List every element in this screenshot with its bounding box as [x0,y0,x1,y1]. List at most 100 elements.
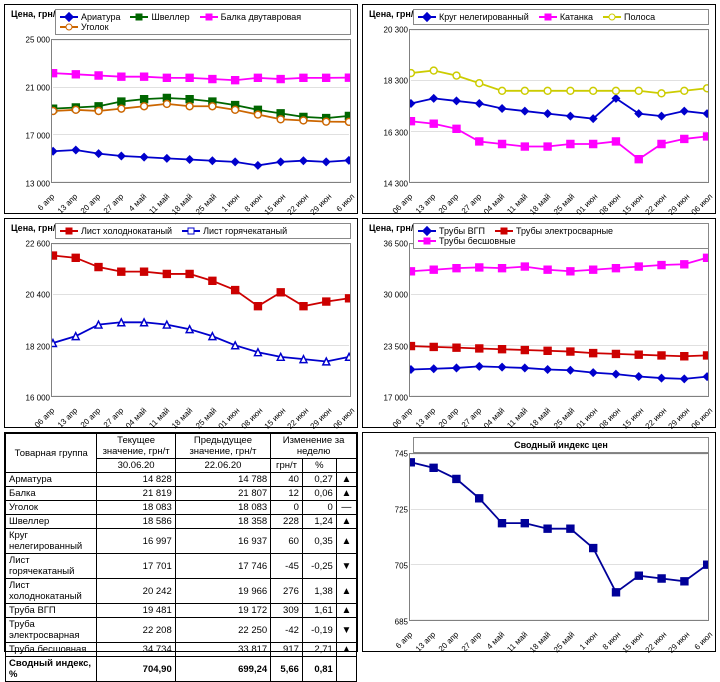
x-tick-label: 11 май [506,192,530,216]
legend-item: Трубы ВГП [418,226,485,236]
x-tick-label: 01 июн [216,406,241,431]
legend-item: Лист горячекатаный [182,226,287,236]
legend-item: Полоса [603,12,655,22]
x-tick-label: 06 апр [391,192,415,216]
y-tick-label: 25 000 [26,36,50,45]
x-tick-label: 22 июн [285,406,310,431]
x-tick-label: 01 июн [574,406,599,431]
x-tick-label: 25 май [551,630,575,654]
x-tick-label: 18 май [170,192,194,216]
x-tick-label: 06 июл [332,406,357,431]
y-tick-label: 17 000 [26,132,50,141]
x-tick-label: 8 июн [600,630,622,652]
x-tick-label: 04 май [482,406,506,430]
legend-item: Ариатура [60,12,120,22]
x-tick-label: 11 май [148,406,172,430]
x-tick-label: 08 июн [597,406,622,431]
y-tick-label: 20 300 [384,26,408,35]
y-tick-label: 17 000 [384,394,408,403]
x-tick-label: 11 май [506,406,530,430]
x-tick-label: 15 июн [620,192,645,217]
x-tick-label: 25 май [551,406,575,430]
plot-area: 14 30016 30018 30020 30006 апр13 апр20 а… [409,29,709,183]
x-tick-label: 13 апр [56,192,80,216]
y-tick-label: 23 500 [384,342,408,351]
chart-panel: Сводный индекс цен6857057257456 апр13 ап… [362,432,716,652]
x-tick-label: 8 июн [242,192,264,214]
x-tick-label: 06 апр [391,406,415,430]
y-tick-label: 685 [395,618,408,627]
legend: Круг нелегированный Катанка Полоса [413,9,709,25]
x-tick-label: 01 июн [574,192,599,217]
x-tick-label: 20 апр [79,192,103,216]
x-tick-label: 1 июн [577,630,599,652]
plot-area: 16 00018 20020 40022 60006 апр13 апр20 а… [51,243,351,397]
x-tick-label: 04 май [482,192,506,216]
x-tick-label: 15 июн [262,192,287,217]
x-tick-label: 15 июн [620,630,645,655]
x-tick-label: 6 апр [394,630,414,650]
plot-area: 17 00023 50030 00036 50006 апр13 апр20 а… [409,243,709,397]
x-tick-label: 15 июн [620,406,645,431]
x-tick-label: 25 май [193,192,217,216]
legend: Сводный индекс цен [413,437,709,453]
y-tick-label: 725 [395,506,408,515]
legend-item: Трубы бесшовные [418,236,516,246]
x-tick-label: 4 май [485,630,506,651]
x-tick-label: 11 май [506,630,530,654]
x-tick-label: 06 апр [33,406,57,430]
x-tick-label: 22 июн [643,630,668,655]
x-tick-label: 29 июн [667,192,692,217]
y-tick-label: 36 500 [384,240,408,249]
x-tick-label: 27 апр [460,630,484,654]
x-tick-label: 27 апр [102,192,126,216]
x-tick-label: 27 апр [102,406,126,430]
chart-panel: Цена, грн/тАриатураШвеллерБалка двутавро… [4,4,358,214]
y-tick-label: 13 000 [26,180,50,189]
x-tick-label: 27 апр [460,406,484,430]
legend-item: Балка двутавровая [200,12,302,22]
y-tick-label: 21 000 [26,84,50,93]
y-axis-label: Цена, грн/т [369,223,418,233]
y-axis-label: Цена, грн/т [11,9,60,19]
x-tick-label: 20 апр [79,406,103,430]
x-tick-label: 20 апр [437,406,461,430]
x-tick-label: 13 апр [56,406,80,430]
legend-item: Лист холоднокатаный [60,226,172,236]
x-tick-label: 08 июн [239,406,264,431]
x-tick-label: 4 май [127,192,148,213]
x-tick-label: 29 июн [309,406,334,431]
x-tick-label: 18 май [528,406,552,430]
chart-panel: Цена, грн/тКруг нелегированный Катанка Пол… [362,4,716,214]
legend: Трубы ВГПТрубы электросварныеТрубы бесшо… [413,223,709,249]
x-tick-label: 27 апр [460,192,484,216]
y-axis-label: Цена, грн/т [369,9,418,19]
y-tick-label: 20 400 [26,291,50,300]
legend-item: Катанка [539,12,593,22]
price-table: Товарная группаТекущее значение, грн/тПр… [4,432,358,652]
y-tick-label: 16 000 [26,394,50,403]
y-tick-label: 18 200 [26,342,50,351]
x-tick-label: 1 июн [219,192,241,214]
y-tick-label: 14 300 [384,180,408,189]
x-tick-label: 13 апр [414,192,438,216]
x-tick-label: 6 июл [693,630,715,652]
x-tick-label: 25 май [551,192,575,216]
legend-item: Уголок [60,22,109,32]
x-tick-label: 11 май [148,192,172,216]
y-tick-label: 18 300 [384,77,408,86]
x-tick-label: 06 июл [690,406,715,431]
x-tick-label: 29 июн [309,192,334,217]
x-tick-label: 06 июл [690,192,715,217]
x-tick-label: 29 июн [667,406,692,431]
x-tick-label: 20 апр [437,630,461,654]
y-tick-label: 16 300 [384,128,408,137]
x-tick-label: 20 апр [437,192,461,216]
x-tick-label: 18 май [170,406,194,430]
legend: АриатураШвеллерБалка двутавроваяУголок [55,9,351,35]
x-tick-label: 6 июл [335,192,357,214]
x-tick-label: 22 июн [643,192,668,217]
legend-item: Круг нелегированный [418,12,529,22]
x-tick-label: 29 июн [667,630,692,655]
x-tick-label: 15 июн [262,406,287,431]
